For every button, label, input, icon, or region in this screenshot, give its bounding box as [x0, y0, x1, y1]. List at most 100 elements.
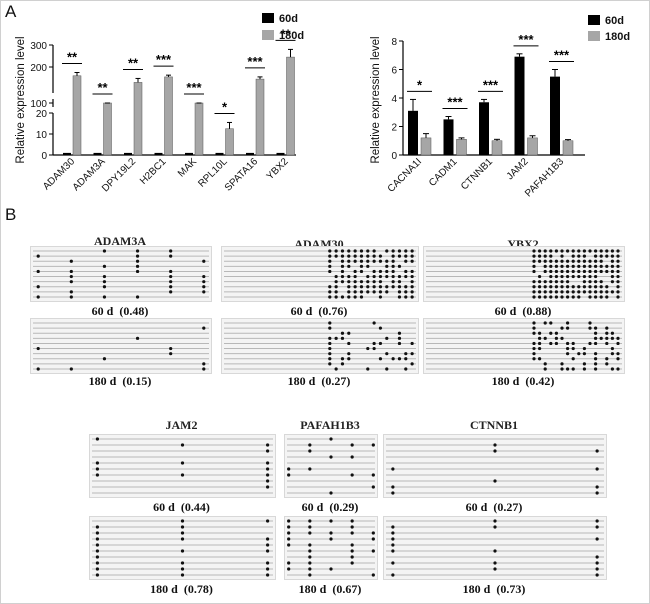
cpg-methylated-dot — [538, 346, 542, 351]
chart-expression-right: 0 2 4 6 8 Relative expression level * CACNA1I **… — [370, 15, 630, 199]
cpg-methylated-dot — [202, 326, 206, 330]
cpg-methylated-dot — [616, 285, 620, 289]
cpg-methylated-dot — [588, 285, 592, 289]
cpg-methylated-dot — [549, 285, 553, 289]
cpg-methylated-dot — [397, 357, 402, 361]
cpg-methylated-dot — [95, 437, 99, 441]
cpg-methylated-dot — [353, 259, 357, 263]
cpg-methylated-dot — [347, 352, 351, 356]
cpg-methylated-dot — [328, 336, 332, 340]
cpg-methylated-dot — [610, 336, 614, 340]
bisulfite-map — [221, 318, 419, 374]
cpg-methylated-dot — [571, 290, 575, 294]
cpg-methylated-dot — [266, 561, 270, 565]
cpg-methylated-dot — [599, 285, 603, 289]
bisulfite-map-svg — [287, 519, 375, 577]
cpg-methylated-dot — [350, 455, 354, 459]
cpg-methylated-dot — [594, 280, 598, 284]
cpg-methylated-dot — [582, 280, 586, 284]
cpg-methylated-dot — [391, 285, 395, 289]
cpg-methylated-dot — [378, 280, 383, 284]
cpg-methylated-dot — [605, 362, 609, 366]
cpg-methylated-dot — [340, 254, 345, 258]
bisulfite-gene-title: JAM2 — [165, 418, 198, 432]
cpg-methylated-dot — [549, 341, 553, 346]
cpg-methylated-dot — [616, 295, 620, 299]
cpg-methylated-dot — [532, 326, 536, 330]
cpg-methylated-dot — [329, 531, 333, 535]
cpg-methylated-dot — [588, 280, 592, 284]
cpg-methylated-dot — [410, 352, 414, 356]
cpg-methylated-dot — [588, 249, 592, 253]
cpg-methylated-dot — [594, 357, 598, 361]
cpg-methylated-dot — [340, 295, 345, 299]
cpg-methylated-dot — [538, 285, 542, 289]
bar-180d-SPATA16 — [255, 78, 265, 156]
cpg-methylated-dot — [543, 259, 547, 263]
bar-180d-RPL10L — [225, 128, 234, 156]
cpg-methylated-dot — [410, 269, 414, 274]
bisulfite-caption: 60 d (0.48) — [91, 304, 149, 318]
cpg-methylated-dot — [594, 274, 598, 279]
cpg-methylated-dot — [266, 461, 270, 465]
cpg-methylated-dot — [180, 473, 185, 477]
cpg-methylated-dot — [329, 567, 333, 571]
cpg-methylated-dot — [532, 254, 536, 258]
cpg-methylated-dot — [566, 269, 570, 274]
cpg-methylated-dot — [359, 290, 364, 294]
cpg-methylated-dot — [359, 254, 364, 258]
cpg-methylated-dot — [266, 449, 270, 453]
cpg-methylated-dot — [610, 249, 614, 253]
y-axis-label: Relative expression level — [370, 36, 382, 163]
bar-180d-ADAM3A — [103, 102, 112, 156]
cpg-methylated-dot — [334, 280, 338, 284]
cpg-methylated-dot — [353, 269, 357, 274]
cpg-methylated-dot — [582, 259, 586, 263]
cpg-methylated-dot — [391, 274, 395, 279]
bar-60d-ADAM30 — [63, 152, 71, 155]
cpg-methylated-dot — [560, 264, 564, 268]
cpg-methylated-dot — [372, 254, 376, 258]
cpg-methylated-dot — [594, 367, 598, 371]
cpg-methylated-dot — [404, 274, 408, 279]
bisulfite-caption: 60 d (0.76) — [290, 304, 348, 318]
cpg-methylated-dot — [334, 249, 338, 253]
legend-label: 180d — [279, 30, 304, 42]
cpg-methylated-dot — [566, 285, 570, 289]
y-tick-label: 10 — [36, 130, 48, 141]
cpg-methylated-dot — [95, 537, 99, 541]
bisulfite-map — [383, 434, 607, 498]
cpg-methylated-dot — [566, 341, 570, 346]
bisulfite-caption: 180 d (0.67) — [298, 582, 362, 596]
cpg-methylated-dot — [538, 254, 542, 258]
cpg-methylated-dot — [95, 525, 99, 529]
cpg-methylated-dot — [538, 331, 542, 335]
cpg-methylated-dot — [532, 290, 536, 294]
cpg-methylated-dot — [549, 280, 553, 284]
cpg-methylated-dot — [538, 290, 542, 294]
cpg-methylated-dot — [385, 259, 389, 263]
cpg-methylated-dot — [594, 290, 598, 294]
cpg-methylated-dot — [371, 537, 375, 541]
cpg-methylated-dot — [397, 290, 402, 294]
bisulfite-map — [89, 516, 276, 580]
cpg-methylated-dot — [538, 259, 542, 263]
cpg-methylated-dot — [340, 264, 345, 268]
cpg-methylated-dot — [532, 264, 536, 268]
cpg-methylated-dot — [366, 274, 370, 279]
cpg-methylated-dot — [169, 274, 173, 279]
cpg-methylated-dot — [577, 254, 581, 258]
bisulfite-caption: 180 d (0.42) — [491, 374, 555, 388]
cpg-methylated-dot — [493, 567, 497, 571]
cpg-methylated-dot — [202, 259, 206, 263]
category-label: CACNA1I — [386, 156, 424, 194]
cpg-methylated-dot — [378, 254, 383, 258]
cpg-methylated-dot — [135, 264, 140, 268]
y-tick-label: 6 — [391, 66, 397, 77]
cpg-methylated-dot — [328, 341, 332, 346]
cpg-methylated-dot — [135, 269, 140, 274]
cpg-methylated-dot — [266, 567, 270, 571]
cpg-methylated-dot — [549, 254, 553, 258]
bar-180d-CTNNB1 — [491, 140, 503, 156]
cpg-methylated-dot — [180, 567, 185, 571]
